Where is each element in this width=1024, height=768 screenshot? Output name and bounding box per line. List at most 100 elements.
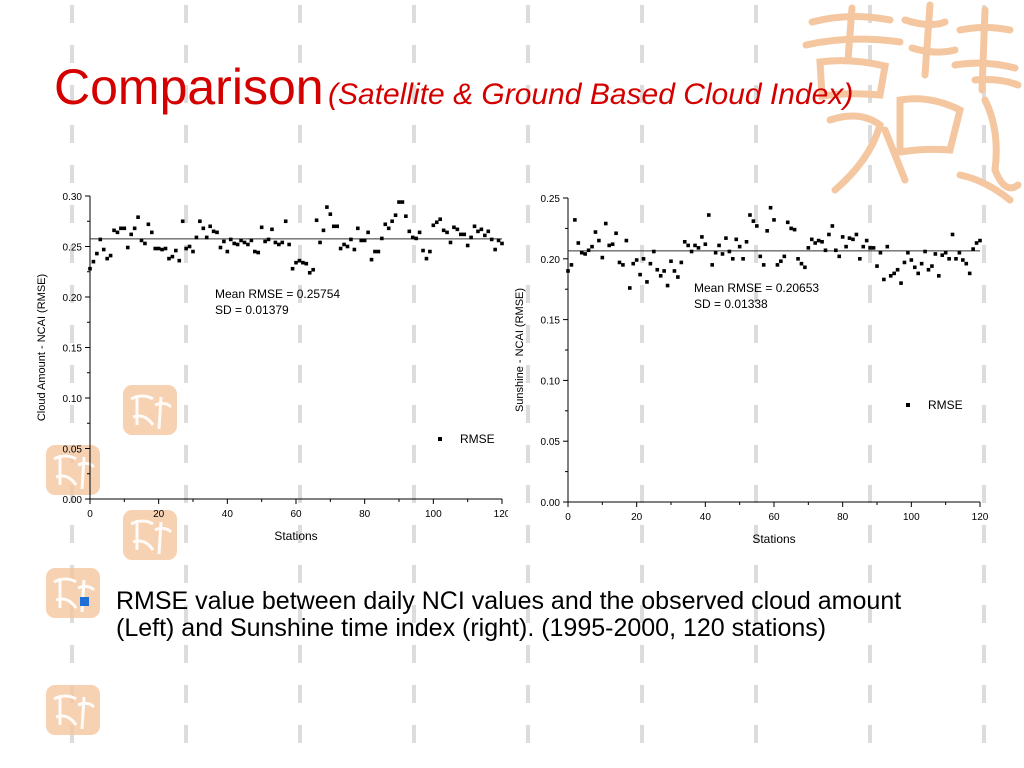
guide-bar: [754, 685, 758, 703]
calligraphy-stroke: [908, 44, 959, 56]
data-point: [146, 222, 151, 227]
data-point: [362, 238, 367, 243]
data-point: [933, 252, 938, 256]
guide-bar: [868, 685, 872, 703]
guide-bar: [298, 5, 302, 23]
data-point: [301, 260, 305, 265]
data-point: [765, 229, 769, 233]
data-point: [174, 248, 178, 253]
data-point: [136, 215, 140, 220]
data-point: [277, 242, 281, 247]
guide-bar: [412, 725, 416, 743]
data-point: [349, 237, 353, 242]
data-point: [693, 243, 697, 248]
calligraphy-stroke: [826, 112, 885, 194]
data-point: [441, 228, 446, 233]
data-point: [194, 235, 199, 240]
calligraphy-stroke: [921, 1, 934, 79]
data-point: [930, 264, 934, 268]
guide-bar: [754, 205, 758, 223]
guide-bar: [526, 645, 530, 663]
data-point: [713, 250, 718, 255]
data-point: [775, 263, 780, 267]
data-point: [472, 224, 477, 229]
guide-bar: [868, 525, 872, 543]
guide-bar: [640, 605, 644, 623]
data-point: [246, 242, 250, 247]
data-point: [782, 254, 787, 259]
guide-bar: [982, 605, 986, 623]
data-point: [978, 238, 982, 243]
data-point: [679, 260, 684, 265]
data-point: [222, 239, 226, 244]
data-point: [937, 274, 941, 278]
y-tick-label: 0.05: [63, 445, 83, 456]
data-point: [156, 246, 161, 251]
data-point: [321, 228, 326, 233]
data-point: [741, 257, 745, 261]
data-point: [462, 232, 467, 237]
guide-bar: [526, 605, 530, 623]
data-point: [882, 277, 886, 282]
calligraphy-watermark: [802, 1, 1022, 204]
calligraphy-stroke: [816, 57, 890, 101]
guide-bar: [868, 645, 872, 663]
data-point: [119, 226, 123, 231]
seal-glyph: [130, 394, 173, 430]
legend-marker: [438, 437, 442, 441]
data-point: [218, 245, 223, 250]
title-main: Comparison: [54, 59, 324, 115]
data-point: [112, 228, 116, 233]
data-point: [785, 220, 790, 225]
data-point: [259, 225, 264, 230]
guide-bar: [412, 565, 416, 583]
guide-bar: [412, 445, 416, 463]
guide-bar: [982, 645, 986, 663]
guide-bar: [754, 405, 758, 423]
guide-bar: [412, 605, 416, 623]
data-point: [410, 235, 415, 240]
data-point: [706, 213, 711, 217]
y-tick-label: 0.10: [63, 394, 83, 405]
guide-bar: [868, 285, 872, 303]
guide-bar: [526, 725, 530, 743]
data-point: [700, 235, 704, 239]
data-point: [961, 258, 965, 262]
data-point: [590, 244, 594, 249]
data-point: [830, 224, 835, 228]
guide-bar: [868, 405, 872, 423]
x-tick-label: 0: [565, 512, 571, 523]
calligraphy-stroke: [971, 76, 1022, 89]
data-point: [170, 254, 175, 259]
data-point: [792, 227, 797, 232]
data-point: [803, 265, 807, 270]
guide-bar: [868, 45, 872, 63]
caption-bullet: RMSE value between daily NCI values and …: [80, 588, 940, 642]
data-point: [356, 226, 360, 231]
guide-bar: [754, 645, 758, 663]
guide-bar: [868, 605, 872, 623]
guide-bar: [184, 365, 188, 383]
data-point: [143, 241, 147, 246]
guide-bar: [70, 5, 74, 23]
guide-bar: [868, 125, 872, 143]
data-point: [232, 241, 236, 246]
data-point: [91, 259, 96, 264]
data-point: [809, 237, 814, 242]
guide-bar: [298, 165, 302, 183]
guide-bar: [754, 245, 758, 263]
data-point: [614, 231, 618, 236]
data-point: [748, 213, 752, 217]
data-point: [448, 240, 453, 245]
data-point: [888, 274, 893, 278]
data-point: [868, 246, 872, 250]
guide-bar: [526, 525, 530, 543]
x-tick-label: 40: [700, 512, 712, 523]
guide-bar: [184, 445, 188, 463]
data-point: [198, 219, 202, 224]
guide-bar: [70, 285, 74, 303]
guide-bar: [184, 605, 188, 623]
data-point: [421, 248, 425, 253]
guide-bar: [184, 405, 188, 423]
